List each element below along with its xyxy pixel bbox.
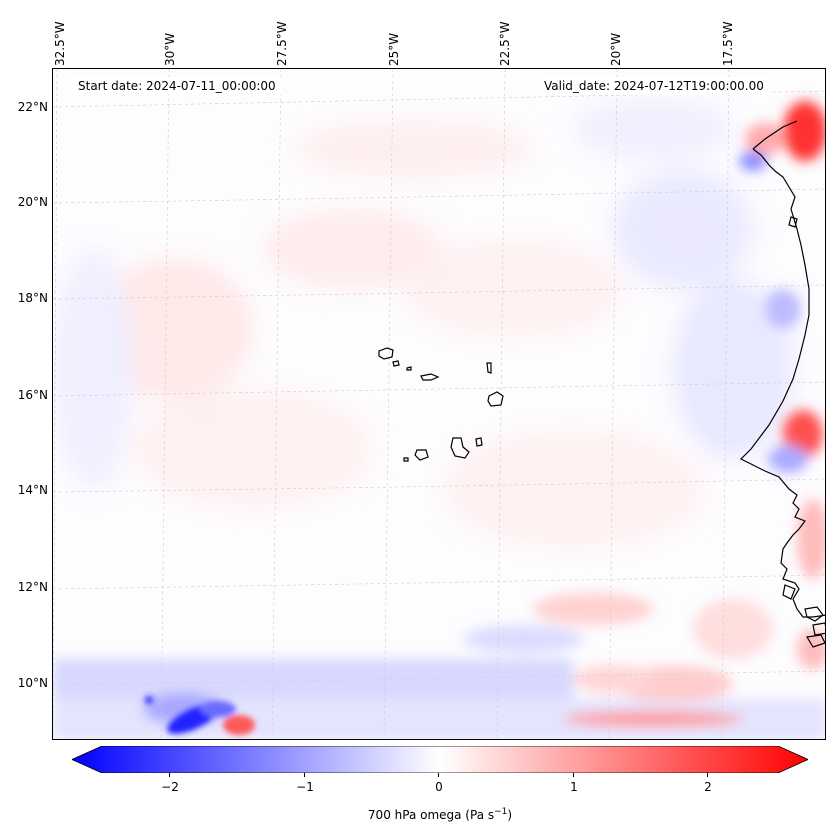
coastal-cells [739,101,825,669]
strong-cells [145,696,255,735]
lon-label-25w: 25°W [387,32,401,66]
colorbar-tick-2 [707,773,708,777]
lat-label-16n: 16°N [17,388,48,402]
cape-verde-islands [378,347,504,462]
colorbar-bar [71,745,809,774]
southern-band [53,593,825,739]
lat-label-22n: 22°N [17,100,48,114]
lon-label-27-5w: 27.5°W [275,21,289,66]
start-date-label: Start date: 2024-07-11_00:00:00 [72,77,282,95]
lat-label-14n: 14°N [17,483,48,497]
colorbar-tick-0 [438,773,439,777]
lat-label-18n: 18°N [17,291,48,305]
colorbar-label-m1: −1 [296,780,314,794]
colorbar-tick-m2 [169,773,170,777]
omega-field [53,69,825,739]
background-field [53,99,793,549]
gridlines [53,69,825,739]
valid-date-label: Valid_date: 2024-07-12T19:00:00.00 [538,77,770,95]
lon-label-32-5w: 32.5°W [53,21,67,66]
map-panel[interactable] [52,68,826,740]
lon-label-30w: 30°W [163,32,177,66]
colorbar-title: 700 hPa omega (Pa s−1) [367,807,513,822]
lon-label-20w: 20°W [609,32,623,66]
african-coastline [739,120,825,648]
colorbar [71,745,809,774]
colorbar-tick-1 [573,773,574,777]
colorbar-label-1: 1 [570,780,578,794]
colorbar-label-2: 2 [704,780,712,794]
colorbar-tick-m1 [304,773,305,777]
lat-label-20n: 20°N [17,195,48,209]
lon-label-17-5w: 17.5°W [721,21,735,66]
colorbar-label-m2: −2 [161,780,179,794]
lat-label-10n: 10°N [17,676,48,690]
lat-label-12n: 12°N [17,580,48,594]
lon-label-22-5w: 22.5°W [498,21,512,66]
colorbar-label-0: 0 [435,780,443,794]
